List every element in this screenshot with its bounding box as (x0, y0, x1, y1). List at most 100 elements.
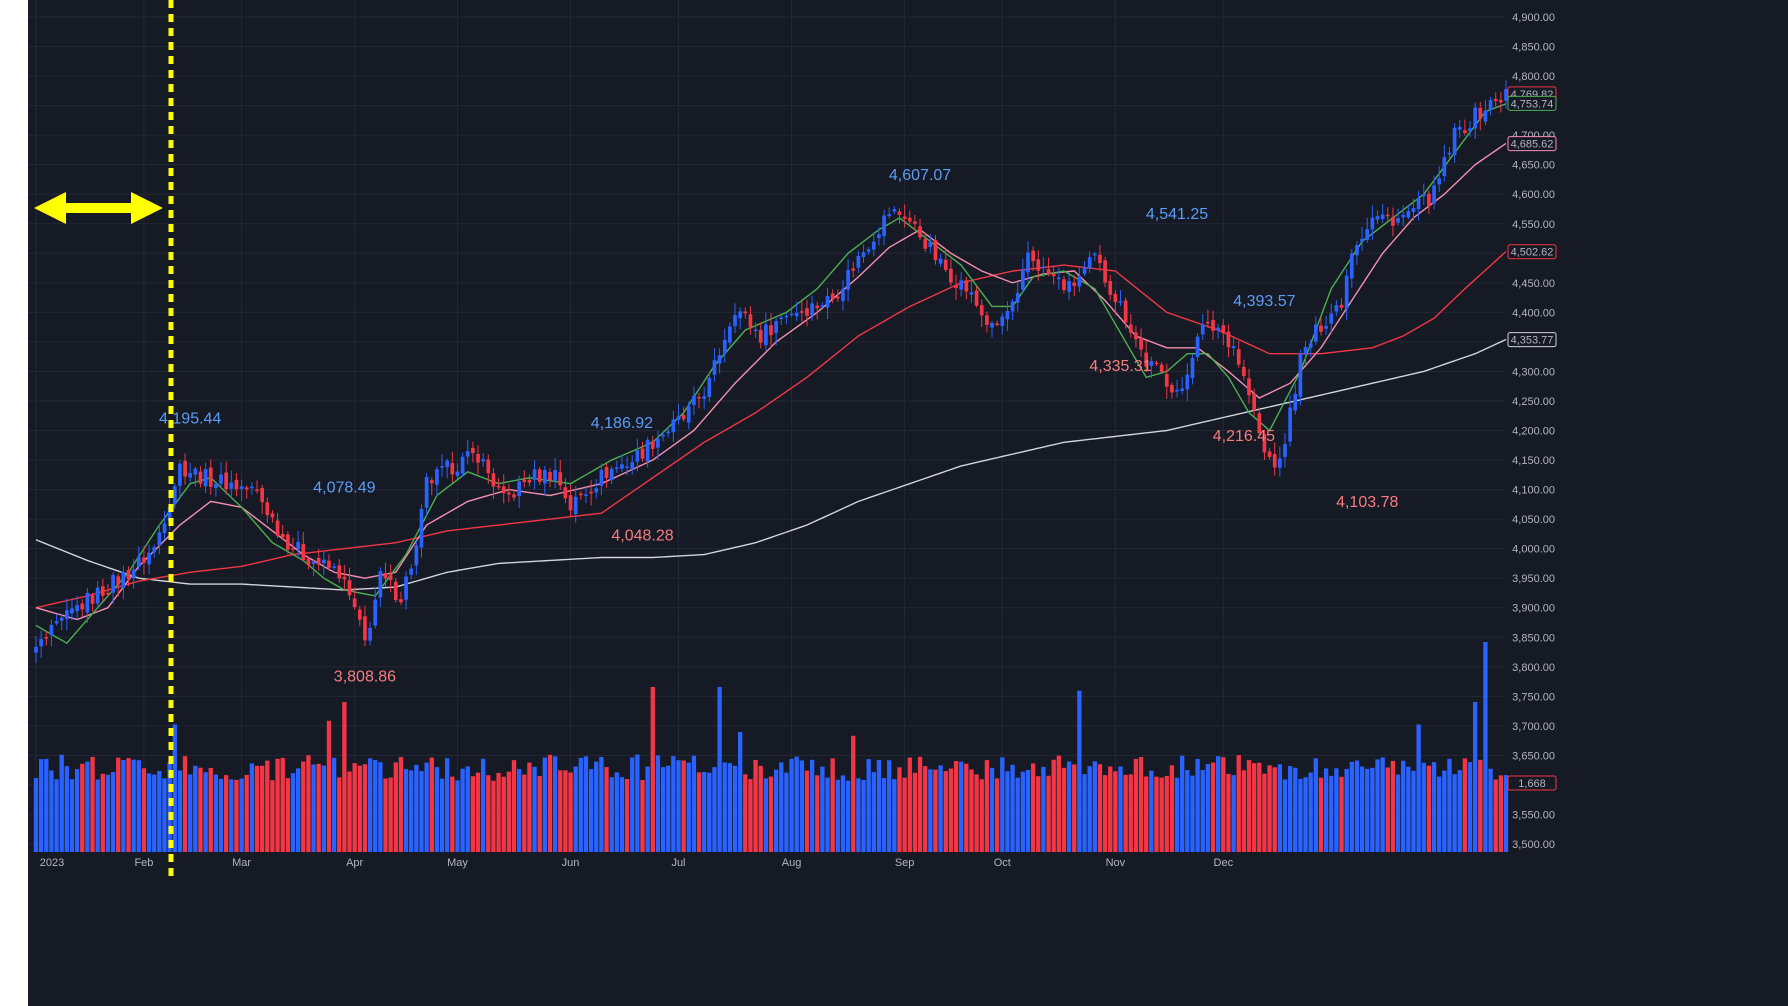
price-label-box (1507, 95, 1557, 111)
candle-body (1324, 325, 1328, 329)
candle-body (902, 216, 907, 219)
candle-body (75, 605, 79, 612)
volume-bar (1251, 763, 1257, 852)
candle-body (1277, 458, 1282, 468)
candlestick (229, 470, 234, 498)
candle-body (1499, 99, 1503, 103)
candle-body (1478, 107, 1483, 119)
candlestick (435, 466, 439, 497)
candle-body (1056, 277, 1061, 280)
candle-body (1288, 407, 1292, 442)
volume-bar (110, 772, 116, 852)
candle-body (1170, 385, 1174, 393)
volume-bar (337, 777, 342, 852)
candlestick (841, 280, 845, 311)
candle-body (1365, 229, 1370, 240)
volume-bar (1210, 762, 1216, 852)
candlestick (774, 317, 778, 346)
candle-body (656, 438, 660, 448)
volume-bar (516, 769, 522, 852)
volume-bar (1287, 766, 1293, 852)
candlestick (1334, 299, 1339, 317)
candlestick (861, 244, 866, 263)
volume-bar (1236, 755, 1241, 852)
candle-body (954, 285, 958, 289)
candle-body (1164, 374, 1169, 387)
candle-body (861, 252, 866, 258)
price-annotation: 4,186.92 (591, 415, 653, 432)
candlestick (147, 544, 151, 575)
candlestick (1375, 209, 1380, 224)
candlestick (645, 436, 650, 468)
y-axis-tick-label: 4,850.00 (1512, 42, 1555, 54)
candlestick (671, 410, 676, 442)
candle-body (1092, 253, 1097, 256)
volume-bar (445, 758, 450, 852)
candlestick (142, 546, 146, 575)
volume-bar (1138, 757, 1144, 852)
volume-bar (820, 766, 825, 852)
candle-body (589, 491, 593, 494)
volume-bar (830, 758, 835, 852)
candlestick (39, 630, 43, 659)
candle-body (537, 469, 542, 482)
volume-bar (378, 762, 383, 852)
volume-bar (594, 761, 599, 852)
volume-bar (912, 772, 918, 852)
volume-bar (1303, 777, 1308, 852)
candle-body (1391, 217, 1395, 226)
price-label: 4,353.77 (1507, 332, 1557, 348)
candle-body (203, 469, 208, 487)
candle-body (260, 487, 265, 503)
volume-bar (455, 780, 460, 852)
price-annotation: 4,078.49 (313, 480, 375, 497)
candle-body (275, 520, 280, 536)
candle-body (1134, 332, 1138, 340)
candlestick (208, 459, 213, 495)
volume-bar (105, 774, 111, 852)
candlestick (1211, 310, 1215, 341)
candle-body (250, 486, 254, 489)
volume-bar (1241, 770, 1247, 852)
candlestick (1056, 267, 1061, 290)
volume-bar (1416, 724, 1421, 852)
candlestick (1463, 119, 1467, 136)
candle-body (1298, 353, 1303, 397)
candlestick (136, 546, 141, 571)
candlestick (193, 466, 198, 487)
candlestick (604, 463, 609, 488)
volume-bar (1473, 702, 1478, 852)
volume-bar (218, 778, 224, 852)
volume-bar (172, 724, 177, 852)
volume-bar (650, 687, 655, 852)
candlestick (393, 578, 398, 603)
volume-bar (1293, 767, 1298, 852)
volume-bar (1478, 759, 1483, 852)
volume-bar (1272, 767, 1277, 852)
candlestick (635, 438, 640, 472)
candlestick (95, 580, 100, 609)
volume-bar (1308, 772, 1313, 852)
candlestick (1175, 379, 1179, 398)
volume-bar (604, 767, 609, 852)
candlestick (450, 452, 455, 483)
volume-bar (501, 776, 506, 852)
candle-body (779, 317, 784, 320)
volume-bar (249, 763, 255, 852)
candle-body (614, 467, 619, 469)
volume-bar (1467, 762, 1473, 852)
volume-bar (630, 757, 635, 852)
candle-body (542, 469, 547, 484)
volume-bar (80, 763, 85, 852)
candle-body (1082, 267, 1087, 274)
candle-body (753, 329, 758, 332)
candle-body (368, 627, 372, 641)
candle-body (841, 288, 845, 301)
volume-bar (1498, 775, 1504, 852)
candle-body (347, 580, 352, 596)
volume-bar (1447, 758, 1452, 852)
candlestick (1062, 275, 1066, 294)
candlestick (1144, 340, 1149, 372)
y-axis-tick-label: 4,550.00 (1512, 219, 1555, 231)
candlestick (810, 295, 814, 321)
